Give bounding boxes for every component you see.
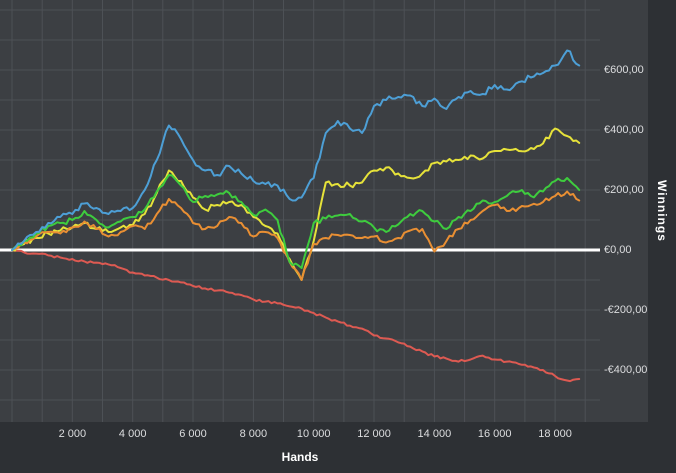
x-axis-title: Hands xyxy=(281,450,319,464)
x-tick-label: 16 000 xyxy=(477,428,512,440)
y-tick-label: €0,00 xyxy=(604,244,632,256)
series-orange-line xyxy=(11,190,581,281)
y-axis-title: Winnings xyxy=(655,180,669,242)
y-tick-label: -€200,00 xyxy=(604,304,648,316)
series-blue-line xyxy=(11,49,581,251)
x-tick-label: 10 000 xyxy=(296,428,331,440)
x-axis-strip: 2 000 4 000 6 000 8 000 10 000 12 000 14 000 16… xyxy=(0,422,676,473)
x-tick-label: 2 000 xyxy=(58,428,87,440)
x-tick-label: 18 000 xyxy=(538,428,572,440)
x-tick-label: 8 000 xyxy=(239,428,268,440)
winnings-line-chart[interactable] xyxy=(0,0,600,422)
x-tick-label: 4 000 xyxy=(118,428,147,440)
series-red-line xyxy=(11,249,581,383)
x-tick-label: 6 000 xyxy=(179,428,207,440)
y-tick-label: €600,00 xyxy=(604,64,644,76)
y-tick-label: €400,00 xyxy=(604,124,644,136)
x-tick-label: 12 000 xyxy=(357,428,391,440)
y-tick-label: -€400,00 xyxy=(604,364,648,376)
chart-plot-area[interactable] xyxy=(0,0,600,422)
y-tick-label: €200,00 xyxy=(604,184,644,196)
x-tick-label: 14 000 xyxy=(417,428,452,440)
y-axis-title-strip: Winnings xyxy=(648,0,676,422)
series-green-line xyxy=(11,174,581,269)
